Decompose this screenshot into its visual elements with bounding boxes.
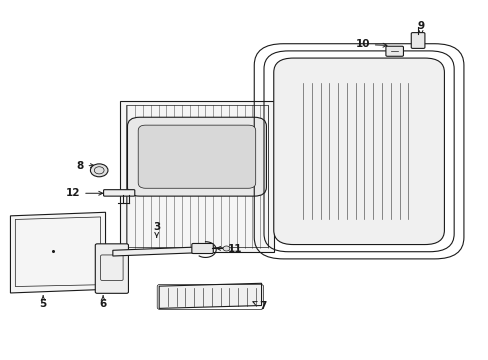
- Text: 7: 7: [252, 301, 266, 311]
- Text: 4: 4: [343, 191, 356, 201]
- Polygon shape: [113, 247, 205, 256]
- Circle shape: [223, 246, 229, 251]
- FancyBboxPatch shape: [127, 117, 266, 196]
- Circle shape: [90, 164, 108, 177]
- Text: 3: 3: [153, 222, 160, 237]
- Text: 5: 5: [40, 296, 47, 309]
- Text: 2: 2: [283, 82, 301, 92]
- FancyBboxPatch shape: [385, 46, 403, 56]
- FancyBboxPatch shape: [273, 58, 444, 244]
- FancyBboxPatch shape: [191, 243, 213, 253]
- Text: 12: 12: [65, 188, 102, 198]
- Text: 11: 11: [216, 244, 242, 254]
- Polygon shape: [10, 212, 105, 293]
- Text: 9: 9: [417, 21, 424, 35]
- Text: 1: 1: [280, 206, 298, 216]
- Text: 10: 10: [355, 40, 386, 49]
- Polygon shape: [159, 283, 261, 309]
- Text: 8: 8: [76, 161, 94, 171]
- FancyBboxPatch shape: [103, 190, 135, 196]
- FancyBboxPatch shape: [95, 244, 128, 293]
- Text: 6: 6: [99, 296, 106, 309]
- FancyBboxPatch shape: [138, 125, 255, 188]
- Polygon shape: [120, 101, 273, 252]
- FancyBboxPatch shape: [410, 33, 424, 48]
